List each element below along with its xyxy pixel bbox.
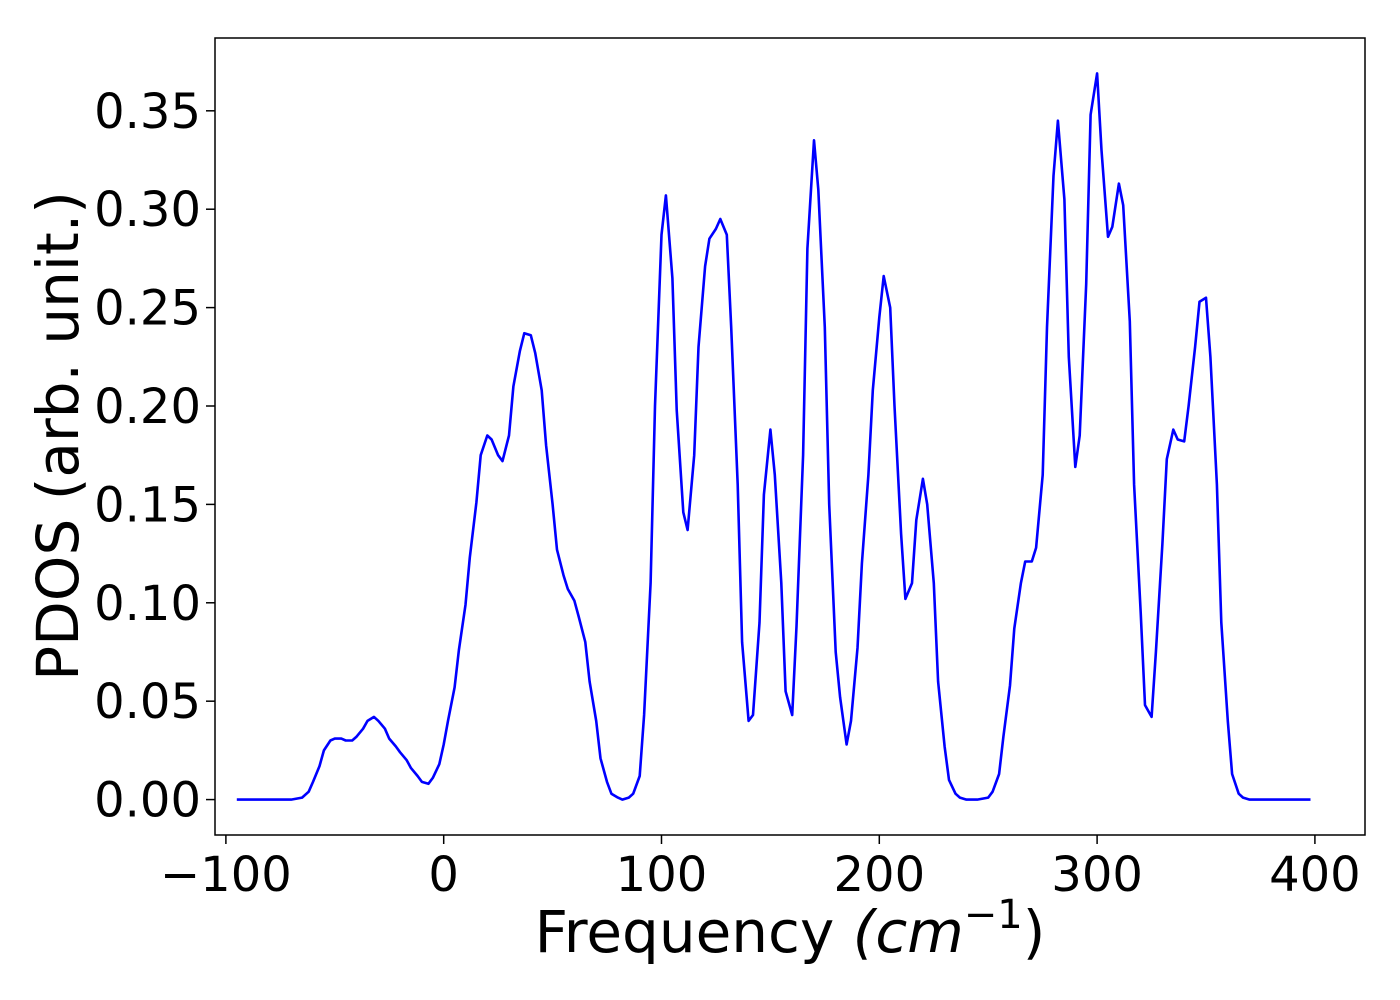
x-axis-label-unit: (cm (853, 898, 964, 966)
y-tick-label: 0.15 (94, 477, 201, 533)
x-tick-label: 400 (1269, 847, 1361, 903)
x-axis-ticks: −100 0 100 200 300 400 (160, 835, 1361, 903)
x-tick-label: 300 (1051, 847, 1143, 903)
series-layer (236, 72, 1311, 801)
x-tick-label: 200 (833, 847, 925, 903)
y-axis-label: PDOS (arb. unit.) (24, 191, 92, 681)
x-tick-label: −100 (160, 847, 292, 903)
y-tick-label: 0.10 (94, 576, 201, 632)
x-axis-label: Frequency (cm−1) (535, 892, 1046, 966)
x-tick-label: 100 (616, 847, 708, 903)
y-tick-label: 0.05 (94, 674, 201, 730)
y-axis-ticks: 0.00 0.05 0.10 0.15 0.20 0.25 0.30 0.35 (94, 84, 215, 829)
y-tick-label: 0.20 (94, 379, 201, 435)
y-tick-label: 0.30 (94, 182, 201, 238)
x-tick-label: 0 (428, 847, 459, 903)
y-tick-label: 0.35 (94, 84, 201, 140)
y-tick-label: 0.00 (94, 773, 201, 829)
x-axis-label-main: Frequency (535, 898, 835, 966)
y-tick-label: 0.25 (94, 281, 201, 337)
x-axis-label-close: ) (1023, 898, 1046, 966)
series-line-0 (236, 72, 1311, 801)
x-axis-label-exponent: −1 (964, 892, 1023, 938)
plot-area (214, 37, 1366, 836)
